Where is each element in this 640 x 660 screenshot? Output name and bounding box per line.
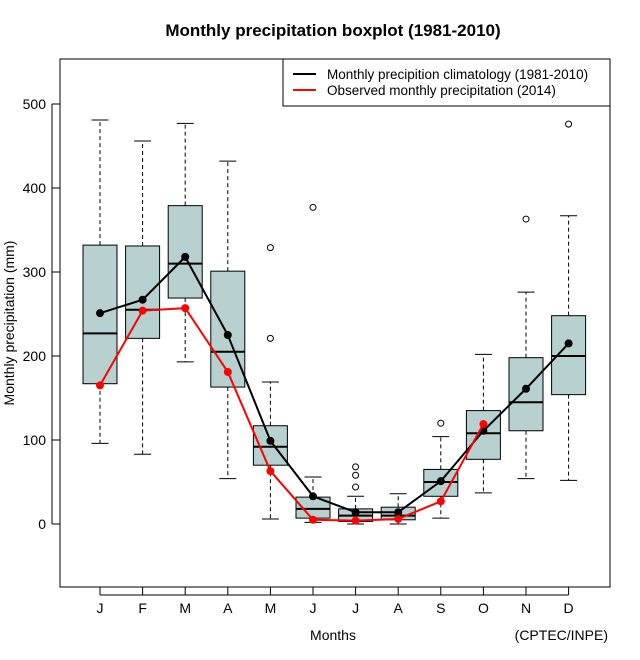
series-point xyxy=(223,331,232,339)
series-point xyxy=(138,306,147,315)
iqr-box xyxy=(167,205,203,299)
series-point xyxy=(96,381,104,390)
box-4 xyxy=(252,244,288,520)
outlier-point xyxy=(437,419,445,427)
outlier-point xyxy=(352,483,360,491)
source-caption: (CPTEC/INPE) xyxy=(515,627,608,643)
y-tick-label: 500 xyxy=(23,96,47,112)
outlier-point xyxy=(522,215,530,223)
x-tick-label: A xyxy=(223,600,233,616)
box-2 xyxy=(167,122,203,363)
y-tick-label: 0 xyxy=(38,516,46,532)
x-tick-label: J xyxy=(310,600,317,616)
y-tick-label: 200 xyxy=(23,348,47,364)
series-1 xyxy=(96,304,488,525)
iqr-box xyxy=(210,270,246,388)
series-point xyxy=(394,508,403,517)
series-0 xyxy=(96,252,573,517)
iqr-box xyxy=(508,357,544,432)
x-tick-label: J xyxy=(352,600,359,616)
chart-title: Monthly precipitation boxplot (1981-2010… xyxy=(165,21,500,40)
legend-label-climatology: Monthly precipition climatology (1981-20… xyxy=(327,67,588,82)
outlier-point xyxy=(266,334,274,342)
series-point xyxy=(138,295,147,304)
legend-box xyxy=(282,58,611,107)
outlier-point xyxy=(565,120,573,128)
series-point xyxy=(266,436,275,445)
y-tick-label: 300 xyxy=(23,264,47,280)
series-point xyxy=(96,309,104,318)
x-tick-label: N xyxy=(521,600,531,616)
series-point xyxy=(351,508,360,517)
series-point xyxy=(522,384,530,393)
x-tick-label: S xyxy=(436,600,445,616)
series-point xyxy=(309,515,317,524)
series-line xyxy=(99,255,570,514)
box-11 xyxy=(551,120,587,481)
x-tick-label: J xyxy=(97,600,104,616)
outlier-point xyxy=(266,244,274,252)
series-point xyxy=(479,420,488,429)
legend-label-observed: Observed monthly precipitation (2014) xyxy=(327,83,556,98)
legend: Monthly precipition climatology (1981-20… xyxy=(282,58,611,107)
outlier-point xyxy=(309,203,317,211)
series-point xyxy=(564,339,573,348)
x-tick-label: F xyxy=(138,600,147,616)
series-point xyxy=(181,304,190,313)
series-point xyxy=(223,367,232,376)
series-point xyxy=(436,497,445,506)
series-point xyxy=(394,514,403,523)
plot-area xyxy=(82,119,587,525)
box-5 xyxy=(295,203,331,523)
iqr-box xyxy=(125,245,161,339)
x-tick-label: D xyxy=(564,600,574,616)
series-point xyxy=(436,477,445,486)
series-point xyxy=(351,516,360,525)
box-1 xyxy=(125,140,161,455)
series-point xyxy=(309,492,317,501)
series-point xyxy=(181,252,190,261)
box-10 xyxy=(508,215,544,480)
x-tick-label: M xyxy=(265,600,277,616)
series-point xyxy=(266,467,275,476)
y-tick-label: 400 xyxy=(23,180,47,196)
y-tick-label: 100 xyxy=(23,432,47,448)
y-axis: 0 100 200 300 400 500 xyxy=(23,96,60,532)
x-tick-label: O xyxy=(478,600,489,616)
box-0 xyxy=(82,119,118,444)
series-line xyxy=(99,307,485,522)
y-axis-label: Monthly precipitation (mm) xyxy=(1,241,17,406)
outlier-point xyxy=(352,463,360,471)
x-axis-label: Months xyxy=(310,627,356,643)
outlier-point xyxy=(352,471,360,479)
x-tick-label: A xyxy=(394,600,404,616)
x-tick-label: M xyxy=(179,600,191,616)
box-3 xyxy=(210,160,246,480)
